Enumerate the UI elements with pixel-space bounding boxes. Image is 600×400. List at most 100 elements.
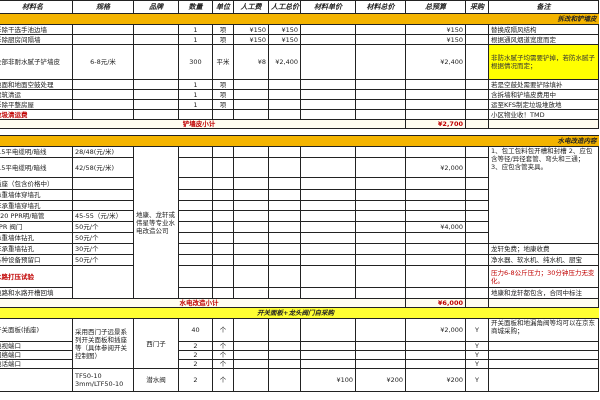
cell[interactable]: 1 (178, 99, 213, 110)
cell[interactable] (178, 189, 213, 201)
cell[interactable] (233, 177, 269, 190)
cell[interactable]: 潜水阀 (133, 368, 179, 392)
cell[interactable] (178, 243, 213, 255)
cell[interactable] (300, 350, 356, 360)
cell[interactable] (212, 200, 234, 211)
cell[interactable]: 采用西门子远景系列开关面板和插座等（具体参阅开关控制图） (72, 318, 134, 369)
cell[interactable]: 拆除平整房屋 (0, 99, 73, 110)
cell[interactable]: 项 (212, 89, 234, 100)
cell[interactable]: ¥2,700 (405, 119, 466, 129)
cell[interactable] (405, 189, 466, 201)
cell[interactable]: 非承重墙钻孔 (0, 243, 73, 255)
cell[interactable] (405, 350, 466, 360)
cell[interactable]: 龙轩免费；地康收费 (488, 243, 599, 255)
cell[interactable] (133, 109, 179, 120)
cell[interactable] (465, 298, 489, 308)
cell[interactable] (405, 243, 466, 255)
cell[interactable] (355, 359, 406, 369)
cell[interactable]: ¥150 (233, 34, 269, 45)
cell[interactable]: 非承重墙穿墙孔 (0, 200, 73, 211)
cell[interactable] (405, 265, 466, 288)
cell[interactable]: Y (465, 368, 489, 392)
cell[interactable]: 备注 (488, 0, 599, 14)
cell[interactable]: TF50-10 3mm/LTF50-10 (72, 368, 134, 392)
cell[interactable] (133, 34, 179, 45)
cell[interactable]: ¥2,000 (405, 157, 466, 178)
cell[interactable] (233, 368, 269, 392)
cell[interactable] (300, 200, 356, 211)
cell[interactable] (72, 24, 134, 35)
cell[interactable] (233, 318, 269, 342)
cell[interactable] (212, 189, 234, 201)
cell[interactable] (233, 210, 269, 222)
cell[interactable] (355, 232, 406, 244)
cell[interactable] (300, 359, 356, 369)
cell[interactable]: 6-8元/米 (72, 44, 134, 80)
cell[interactable]: 拆除干选手池边墙 (0, 24, 73, 35)
cell[interactable]: 小区物业收！TMD (488, 109, 599, 120)
cell[interactable]: 非防水腻子均需要铲掉，若防水腻子根据情况而定； (488, 44, 599, 80)
cell[interactable]: ¥200 (355, 368, 406, 392)
cell[interactable] (268, 254, 301, 266)
cell[interactable] (72, 99, 134, 110)
cell[interactable] (300, 265, 356, 288)
cell[interactable]: 2 (178, 350, 213, 360)
cell[interactable] (212, 287, 234, 299)
cell[interactable]: 项 (212, 79, 234, 90)
cell[interactable] (233, 350, 269, 360)
cell[interactable]: 西门子 (133, 318, 179, 369)
cell[interactable] (355, 109, 406, 120)
cell[interactable] (72, 109, 134, 120)
cell[interactable] (233, 341, 269, 351)
cell[interactable] (488, 368, 599, 392)
cell[interactable]: 人工总价 (268, 0, 301, 14)
cell[interactable] (178, 157, 213, 178)
cell[interactable] (465, 99, 489, 110)
cell[interactable]: ¥2,400 (268, 44, 301, 80)
cell[interactable] (405, 89, 466, 100)
cell[interactable]: 电路和水路开槽回填 (0, 287, 73, 299)
cell[interactable] (178, 146, 213, 158)
cell[interactable] (300, 89, 356, 100)
cell[interactable] (465, 265, 489, 288)
cell[interactable] (355, 318, 406, 342)
cell[interactable] (355, 254, 406, 266)
cell[interactable] (72, 89, 134, 100)
cell[interactable] (465, 44, 489, 80)
cell[interactable] (212, 221, 234, 233)
cell[interactable] (300, 177, 356, 190)
cell[interactable] (72, 79, 134, 90)
cell[interactable] (268, 350, 301, 360)
cell[interactable]: 50元/个 (72, 254, 134, 266)
cell[interactable] (355, 350, 406, 360)
cell[interactable] (405, 109, 466, 120)
cell[interactable] (233, 359, 269, 369)
cell[interactable] (465, 119, 489, 129)
cell[interactable] (488, 359, 599, 369)
cell[interactable] (178, 109, 213, 120)
cell[interactable]: ¥2,000 (405, 318, 466, 342)
cell[interactable]: ¥150 (268, 34, 301, 45)
cell[interactable]: 平米 (212, 44, 234, 80)
cell[interactable] (178, 210, 213, 222)
cell[interactable] (465, 79, 489, 90)
cell[interactable] (465, 146, 489, 158)
cell[interactable]: 地面和地面空鼓处理 (0, 79, 73, 90)
cell[interactable] (178, 265, 213, 288)
cell[interactable] (233, 189, 269, 201)
cell[interactable]: 1 (178, 24, 213, 35)
cell[interactable]: 项 (212, 99, 234, 110)
cell[interactable] (133, 79, 179, 90)
cell[interactable]: 50元/个 (72, 221, 134, 233)
cell[interactable]: 个 (212, 359, 234, 369)
cell[interactable] (72, 177, 134, 190)
cell[interactable] (268, 341, 301, 351)
cell[interactable]: 开关面板和地漏角阀等均可以在京东商城采购； (488, 318, 599, 342)
cell[interactable]: 个 (212, 318, 234, 342)
cell[interactable] (405, 359, 466, 369)
cell[interactable] (405, 287, 466, 299)
cell[interactable]: ¥150 (268, 24, 301, 35)
cell[interactable] (212, 157, 234, 178)
cell[interactable]: 各种设备预留口 (0, 254, 73, 266)
cell[interactable] (268, 157, 301, 178)
